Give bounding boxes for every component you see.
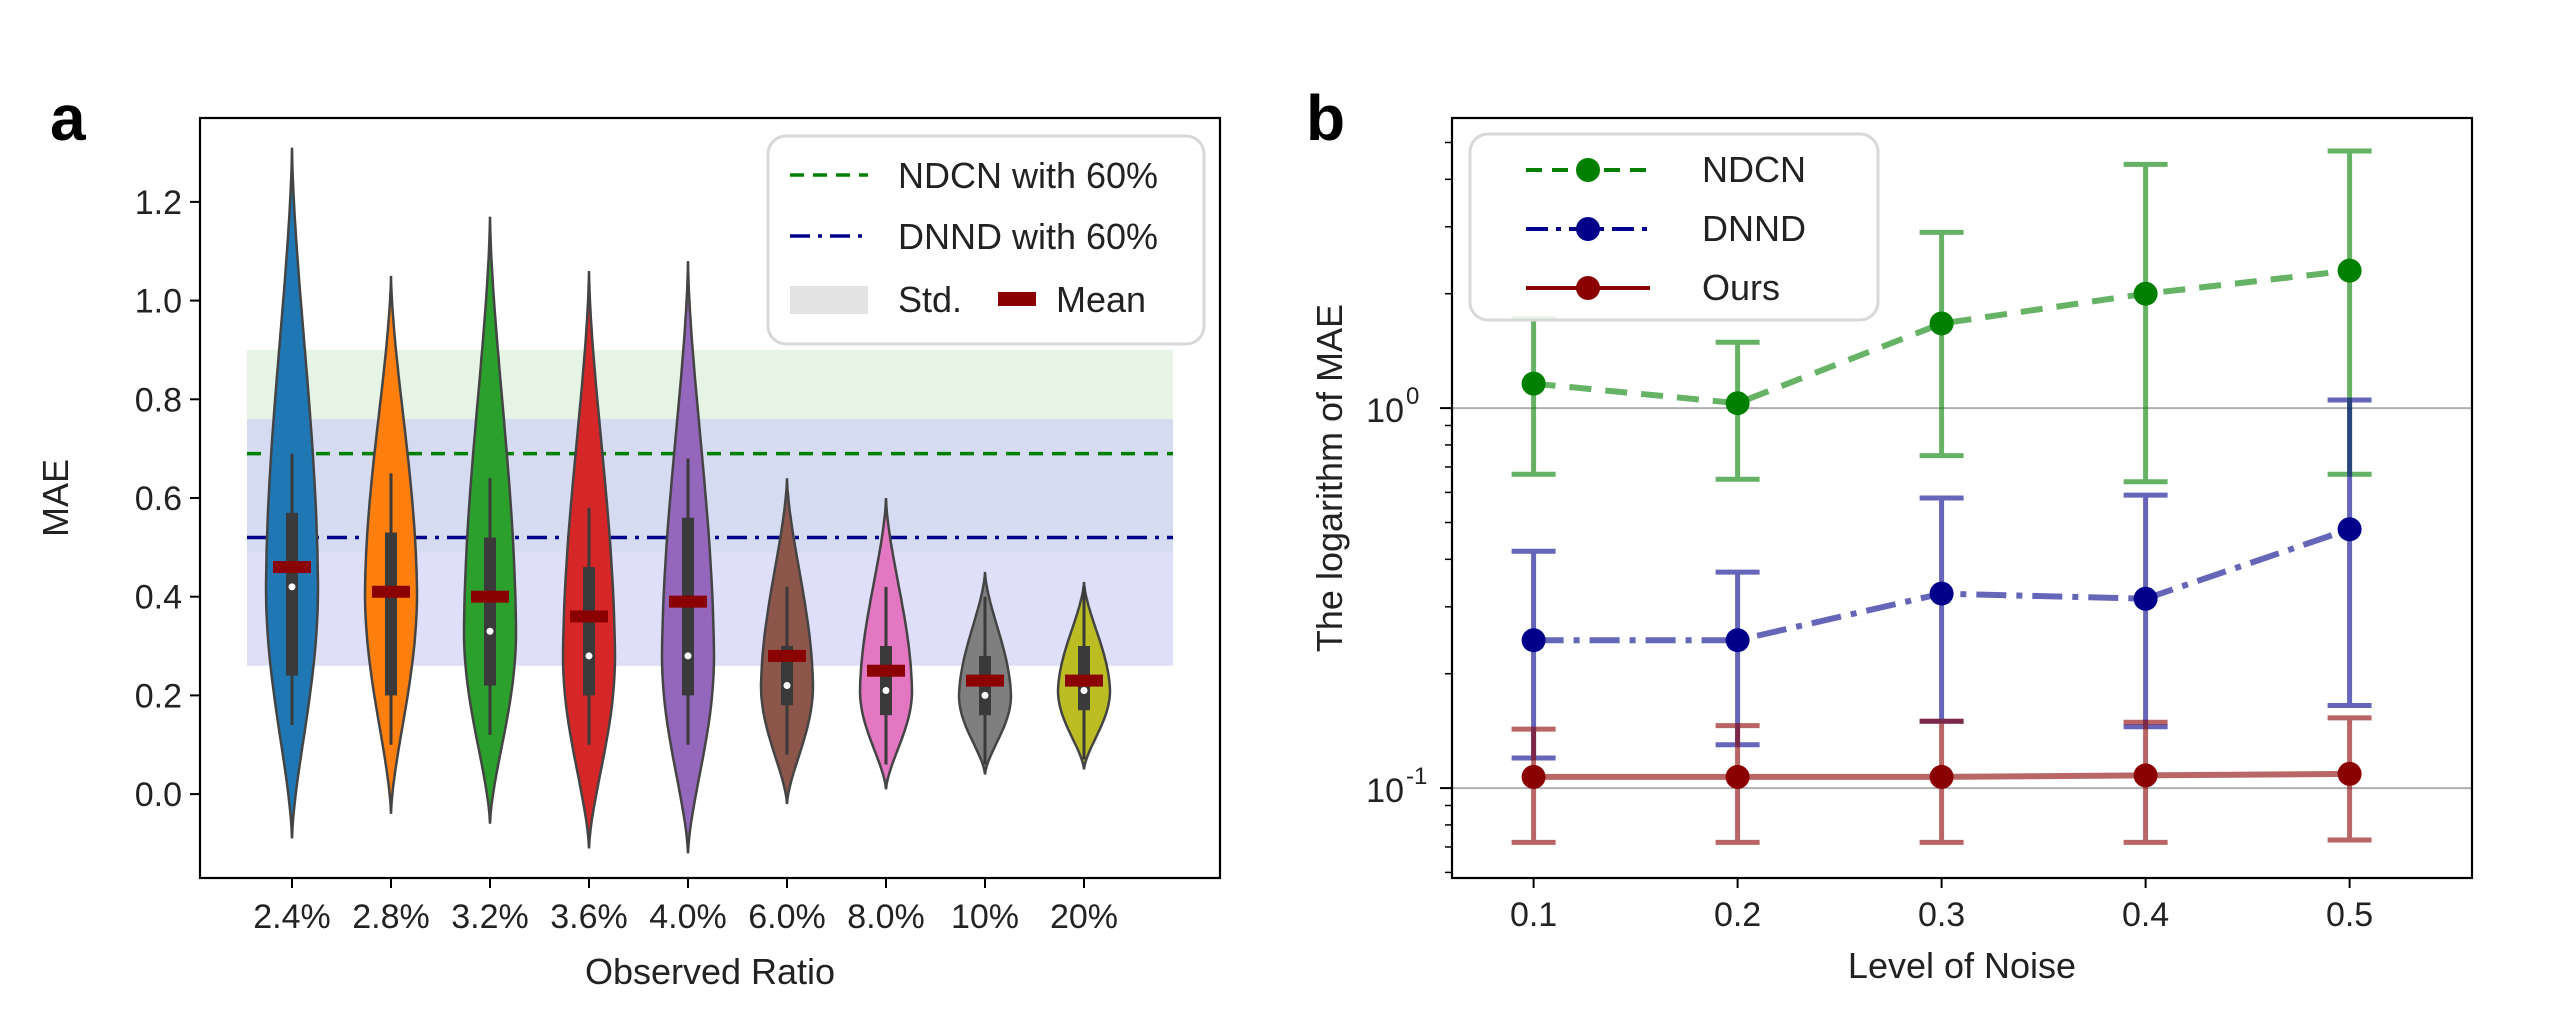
x-tick-label-a: 2.4% [253, 898, 331, 936]
x-tick-label-a: 2.8% [352, 898, 430, 936]
legend-dnnd-marker-b [1576, 217, 1600, 241]
violin-mean-marker [867, 664, 905, 677]
data-point-dnnd [2337, 517, 2362, 542]
x-tick-label-b: 0.1 [1510, 896, 1557, 934]
data-point-dnnd [1521, 628, 1546, 653]
y-tick-label-a: 0.8 [135, 381, 182, 419]
series-dnnd-errorbars [1511, 397, 2372, 761]
y-tick-label-a: 1.2 [135, 184, 182, 222]
legend-mean-swatch [998, 292, 1036, 306]
plot-frame-b [1450, 116, 2474, 880]
violin-median-dot [783, 682, 791, 690]
panel-label-b: b [1306, 82, 1345, 154]
violin-iqr-box [583, 567, 595, 696]
violin-median-dot [1080, 686, 1088, 694]
violin-iqr-box [484, 537, 496, 686]
y-tick-label-a: 0.2 [135, 677, 182, 715]
legend-dnnd-label: DNND with 60% [898, 216, 1158, 257]
x-tick-label-a: 3.6% [550, 898, 628, 936]
data-point-dnnd [1929, 581, 1954, 606]
data-point-ours [1929, 764, 1954, 789]
x-tick-label-a: 3.2% [451, 898, 529, 936]
x-tick-label-a: 6.0% [748, 898, 826, 936]
y-tick-label-b: 10 [1366, 392, 1404, 430]
violin-median-dot [882, 686, 890, 694]
legend-box-a [766, 134, 1206, 346]
y-tick-label-a: 0.6 [135, 480, 182, 518]
y-axis-label-b: The logarithm of MAE [1309, 304, 1350, 652]
y-tick-exponent-b: 0 [1406, 383, 1419, 410]
x-tick-label-a: 4.0% [649, 898, 727, 936]
y-tick-label-a: 0.0 [135, 776, 182, 814]
x-tick-label-a: 20% [1050, 898, 1118, 936]
plot-frame-a [198, 116, 1222, 880]
x-tick-label-a: 10% [951, 898, 1019, 936]
violin-mean-marker [372, 585, 410, 598]
x-tick-label-b: 0.4 [2122, 896, 2169, 934]
violin-median-dot [981, 691, 989, 699]
legend-ndcn-label: NDCN with 60% [898, 155, 1158, 196]
y-axis-label-a: MAE [35, 459, 76, 537]
data-point-ours [2133, 763, 2158, 788]
series-line-ndcn [1533, 267, 2350, 407]
violin-mean-marker [471, 590, 509, 603]
violin-median-dot [684, 652, 692, 660]
violin-mean-marker [273, 561, 311, 574]
data-point-dnnd [2133, 586, 2158, 611]
legend-dnnd-label-b: DNND [1702, 208, 1806, 249]
violin-iqr-box [385, 532, 397, 696]
data-point-ours [1725, 764, 1750, 789]
x-axis-label-b: Level of Noise [1848, 945, 2076, 986]
violin-median-dot [288, 583, 296, 591]
data-point-ours [2337, 761, 2362, 786]
violin-iqr-box [286, 512, 298, 676]
violin-mean-marker [669, 595, 707, 608]
legend-ndcn-label-b: NDCN [1702, 149, 1806, 190]
violin-median-dot [585, 652, 593, 660]
legend-ours-label-b: Ours [1702, 267, 1780, 308]
panel-label-a: a [50, 82, 86, 154]
legend-std-swatch [790, 286, 868, 314]
x-tick-label-a: 8.0% [847, 898, 925, 936]
data-point-ours [1521, 764, 1546, 789]
data-point-ndcn [1725, 391, 1750, 416]
data-point-dnnd [1725, 628, 1750, 653]
y-tick-label-a: 0.4 [135, 579, 182, 617]
x-tick-label-b: 0.2 [1714, 896, 1761, 934]
data-point-ndcn [2337, 258, 2362, 283]
x-tick-label-b: 0.5 [2326, 896, 2373, 934]
violin-median-dot [486, 627, 494, 635]
data-point-ndcn [1521, 371, 1546, 396]
y-tick-exponent-b: -1 [1406, 763, 1427, 790]
legend-mean-label: Mean [1056, 279, 1146, 320]
legend-a: NDCN with 60% DNND with 60% Std. Mean [766, 134, 1206, 346]
legend-box-b [1468, 132, 1880, 322]
y-tick-label-b: 10 [1366, 772, 1404, 810]
x-axis-label-a: Observed Ratio [585, 951, 835, 992]
legend-ours-marker-b [1576, 276, 1600, 300]
violin-mean-marker [570, 610, 608, 623]
violin-iqr-box [880, 646, 892, 716]
legend-std-label: Std. [898, 279, 962, 320]
data-point-ndcn [1929, 311, 1954, 336]
y-tick-label-a: 1.0 [135, 283, 182, 321]
violin-mean-marker [768, 649, 806, 662]
panel-a-violin-chart: 0.0 0.2 0.4 0.6 0.8 1.0 1.2 2.4% 2.8% 3.2% 3.6% 4.… [35, 116, 1222, 992]
legend-b: NDCN DNND Ours [1468, 132, 1880, 322]
x-tick-label-b: 0.3 [1918, 896, 1965, 934]
data-point-ndcn [2133, 281, 2158, 306]
legend-ndcn-marker-b [1576, 158, 1600, 182]
violin-mean-marker [966, 674, 1004, 687]
violin-mean-marker [1065, 674, 1103, 687]
